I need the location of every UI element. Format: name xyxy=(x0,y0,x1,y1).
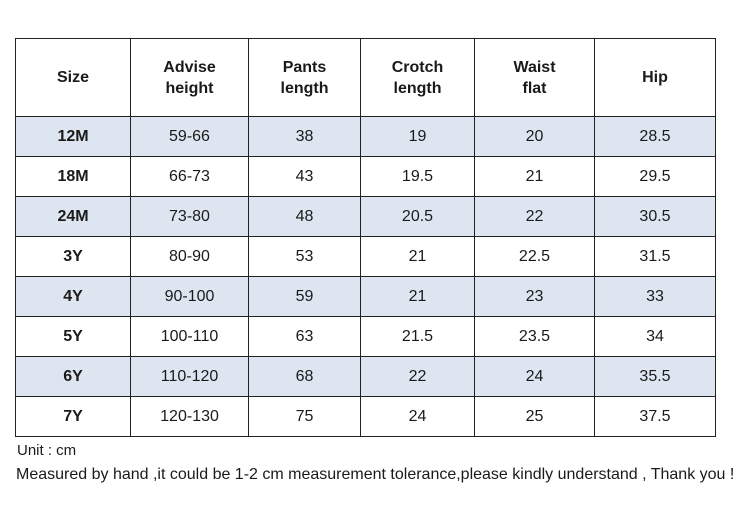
header-advise-height: Advise height xyxy=(130,38,249,117)
cell-height: 100-110 xyxy=(130,316,249,357)
cell-waist-flat: 22 xyxy=(474,196,595,237)
header-size: Size xyxy=(15,38,131,117)
cell-hip: 33 xyxy=(594,276,716,317)
measurement-tolerance-note: Measured by hand ,it could be 1-2 cm mea… xyxy=(16,466,735,483)
header-crotch-length: Crotch length xyxy=(360,38,475,117)
cell-waist-flat: 21 xyxy=(474,156,595,197)
header-pants-length-line1: Pants xyxy=(282,58,327,76)
cell-size: 12M xyxy=(15,116,131,157)
cell-pants-length: 48 xyxy=(248,196,361,237)
cell-size: 18M xyxy=(15,156,131,197)
cell-crotch-length: 21.5 xyxy=(360,316,475,357)
table-row: 3Y 80-90 53 21 22.5 31.5 xyxy=(15,236,716,277)
cell-hip: 28.5 xyxy=(594,116,716,157)
cell-height: 66-73 xyxy=(130,156,249,197)
header-crotch-length-line2: length xyxy=(393,79,442,97)
cell-size: 3Y xyxy=(15,236,131,277)
cell-height: 120-130 xyxy=(130,396,249,437)
table-row: 6Y 110-120 68 22 24 35.5 xyxy=(15,356,716,397)
cell-size: 7Y xyxy=(15,396,131,437)
header-hip: Hip xyxy=(594,38,716,117)
cell-waist-flat: 24 xyxy=(474,356,595,397)
header-advise-height-line1: Advise xyxy=(163,58,216,76)
cell-height: 80-90 xyxy=(130,236,249,277)
header-advise-height-line2: height xyxy=(165,79,214,97)
cell-crotch-length: 21 xyxy=(360,236,475,277)
cell-crotch-length: 19 xyxy=(360,116,475,157)
cell-pants-length: 75 xyxy=(248,396,361,437)
header-waist-flat: Waist flat xyxy=(474,38,595,117)
table-row: 24M 73-80 48 20.5 22 30.5 xyxy=(15,196,716,237)
cell-height: 59-66 xyxy=(130,116,249,157)
cell-pants-length: 63 xyxy=(248,316,361,357)
cell-size: 4Y xyxy=(15,276,131,317)
cell-size: 6Y xyxy=(15,356,131,397)
header-waist-flat-line2: flat xyxy=(522,79,547,97)
cell-pants-length: 38 xyxy=(248,116,361,157)
table-row: 5Y 100-110 63 21.5 23.5 34 xyxy=(15,316,716,357)
cell-hip: 37.5 xyxy=(594,396,716,437)
cell-crotch-length: 21 xyxy=(360,276,475,317)
header-waist-flat-line1: Waist xyxy=(513,58,556,76)
header-pants-length: Pants length xyxy=(248,38,361,117)
cell-pants-length: 43 xyxy=(248,156,361,197)
cell-waist-flat: 20 xyxy=(474,116,595,157)
cell-height: 73-80 xyxy=(130,196,249,237)
table-row: 7Y 120-130 75 24 25 37.5 xyxy=(15,396,716,437)
cell-crotch-length: 24 xyxy=(360,396,475,437)
header-row: Size Advise height Pants length Crotch l… xyxy=(15,38,716,117)
cell-height: 110-120 xyxy=(130,356,249,397)
cell-crotch-length: 19.5 xyxy=(360,156,475,197)
cell-size: 24M xyxy=(15,196,131,237)
cell-height: 90-100 xyxy=(130,276,249,317)
cell-hip: 31.5 xyxy=(594,236,716,277)
header-size-line1: Size xyxy=(56,69,89,86)
cell-pants-length: 59 xyxy=(248,276,361,317)
cell-hip: 34 xyxy=(594,316,716,357)
cell-crotch-length: 20.5 xyxy=(360,196,475,237)
cell-hip: 35.5 xyxy=(594,356,716,397)
cell-waist-flat: 23.5 xyxy=(474,316,595,357)
table-row: 4Y 90-100 59 21 23 33 xyxy=(15,276,716,317)
cell-pants-length: 53 xyxy=(248,236,361,277)
cell-hip: 29.5 xyxy=(594,156,716,197)
size-chart-table: Size Advise height Pants length Crotch l… xyxy=(15,38,716,437)
cell-size: 5Y xyxy=(15,316,131,357)
table-row: 12M 59-66 38 19 20 28.5 xyxy=(15,116,716,157)
cell-hip: 30.5 xyxy=(594,196,716,237)
header-pants-length-line2: length xyxy=(280,79,329,97)
table-row: 18M 66-73 43 19.5 21 29.5 xyxy=(15,156,716,197)
cell-waist-flat: 25 xyxy=(474,396,595,437)
cell-crotch-length: 22 xyxy=(360,356,475,397)
header-hip-line1: Hip xyxy=(642,69,668,86)
cell-waist-flat: 22.5 xyxy=(474,236,595,277)
header-crotch-length-line1: Crotch xyxy=(391,58,444,76)
unit-note: Unit : cm xyxy=(17,442,77,459)
cell-waist-flat: 23 xyxy=(474,276,595,317)
cell-pants-length: 68 xyxy=(248,356,361,397)
